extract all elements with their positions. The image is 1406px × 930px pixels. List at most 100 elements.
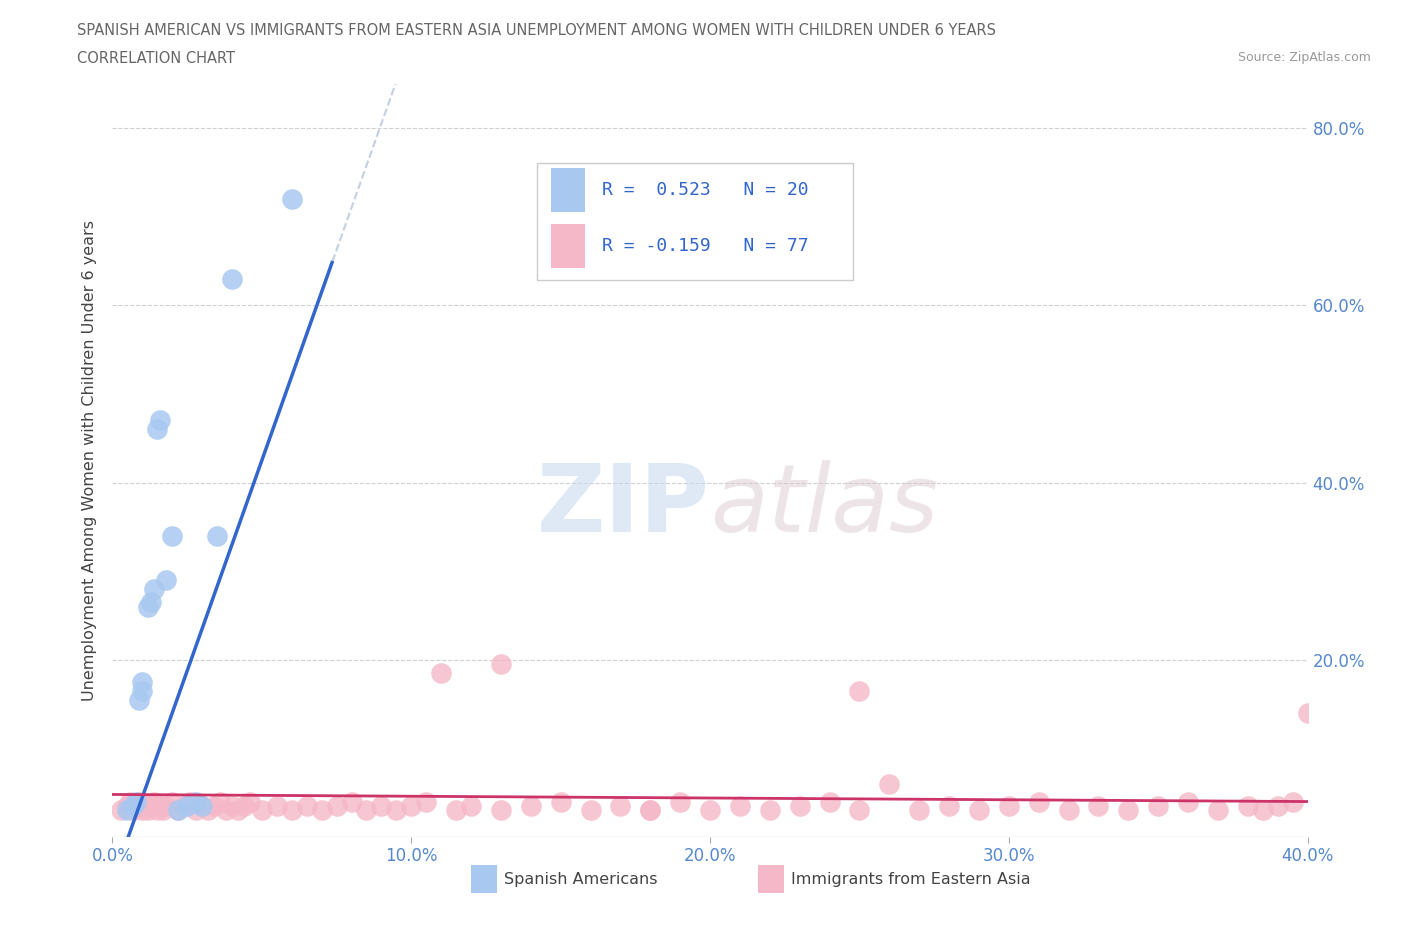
Point [149,799,172,814]
Point [155,573,177,588]
Point [162,528,183,543]
Point [489,803,512,817]
Point [120,794,142,809]
Point [146,803,169,817]
Point [938,799,960,814]
Point [370,799,392,814]
Point [128,692,150,707]
Point [879,777,901,791]
Point [1057,803,1080,817]
Point [239,794,262,809]
Point [250,803,273,817]
Point [848,684,870,698]
Text: Source: ZipAtlas.com: Source: ZipAtlas.com [1237,51,1371,64]
Point [221,799,243,814]
Point [1267,799,1289,814]
Point [143,581,166,596]
Point [281,803,304,817]
Point [162,794,183,809]
Point [141,594,163,609]
Point [609,799,631,814]
Point [1028,794,1050,809]
Point [640,803,662,817]
Bar [471,865,498,894]
Text: Spanish Americans: Spanish Americans [505,871,658,886]
Point [1206,803,1229,817]
Bar [551,224,585,268]
Point [173,799,195,814]
Point [167,803,190,817]
Point [1237,799,1260,814]
Point [125,799,148,814]
Point [131,674,153,689]
Point [789,799,811,814]
Text: R =  0.523   N = 20: R = 0.523 N = 20 [603,181,808,199]
Point [1087,799,1109,814]
Point [1281,794,1303,809]
Point [122,799,145,814]
Point [176,799,198,814]
Bar [551,168,585,212]
Bar [758,865,785,894]
Point [209,794,232,809]
Point [848,803,870,817]
Point [401,799,423,814]
Point [908,803,931,817]
Point [233,799,256,814]
Text: Immigrants from Eastern Asia: Immigrants from Eastern Asia [792,871,1031,886]
Point [186,794,208,809]
Point [699,803,721,817]
Point [117,803,139,817]
Point [134,799,156,814]
Point [110,803,132,817]
Point [415,794,437,809]
FancyBboxPatch shape [537,163,853,280]
Point [131,803,153,817]
Point [197,803,219,817]
Point [640,803,662,817]
Point [155,799,177,814]
Point [122,803,145,817]
Point [205,528,228,543]
Point [295,799,318,814]
Point [430,666,453,681]
Text: R = -0.159   N = 77: R = -0.159 N = 77 [603,237,808,255]
Point [998,799,1021,814]
Point [226,803,249,817]
Point [266,799,288,814]
Point [152,803,174,817]
Point [1177,794,1199,809]
Point [281,192,304,206]
Point [460,799,482,814]
Point [728,799,751,814]
Point [141,799,163,814]
Point [1147,799,1170,814]
Point [125,794,148,809]
Point [128,794,150,809]
Point [167,803,190,817]
Point [143,794,166,809]
Point [579,803,602,817]
Text: CORRELATION CHART: CORRELATION CHART [77,51,235,66]
Point [138,599,160,614]
Point [444,803,467,817]
Point [117,799,139,814]
Point [340,794,363,809]
Point [221,272,243,286]
Point [186,803,208,817]
Y-axis label: Unemployment Among Women with Children Under 6 years: Unemployment Among Women with Children U… [82,219,97,701]
Text: ZIP: ZIP [537,459,710,551]
Point [215,803,238,817]
Point [149,413,172,428]
Point [191,799,214,814]
Text: atlas: atlas [710,460,938,551]
Point [967,803,990,817]
Point [202,799,225,814]
Point [356,803,378,817]
Point [489,657,512,671]
Point [759,803,782,817]
Point [550,794,572,809]
Point [138,803,160,817]
Point [1118,803,1140,817]
Point [1296,706,1319,721]
